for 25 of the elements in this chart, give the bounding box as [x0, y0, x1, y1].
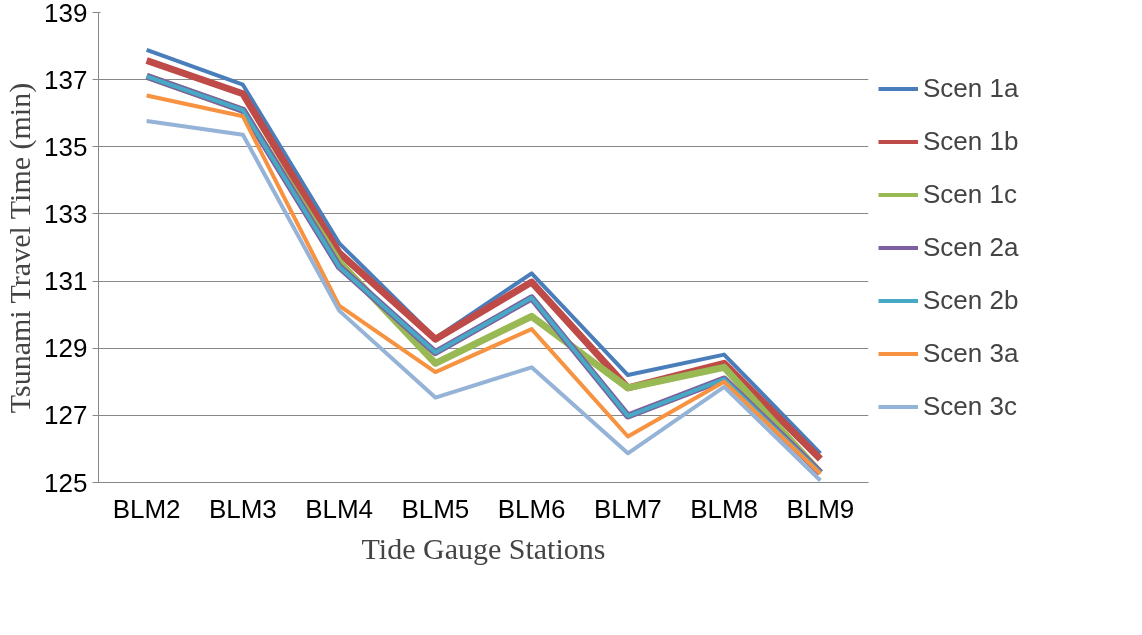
legend-label: Scen 1b [923, 125, 1019, 157]
x-tick-label: BLM9 [786, 493, 855, 524]
y-tick-label: 127 [44, 400, 88, 431]
legend-label: Scen 2b [923, 284, 1019, 316]
y-tick-label: 137 [44, 64, 88, 95]
y-tick-label: 135 [44, 131, 88, 162]
x-tick-label: BLM5 [401, 493, 470, 524]
legend-label: Scen 3a [923, 337, 1019, 369]
y-tick-label: 129 [44, 333, 88, 364]
legend-label: Scen 1a [923, 72, 1019, 104]
legend-label: Scen 3c [923, 390, 1017, 422]
x-tick-label: BLM4 [305, 493, 374, 524]
x-axis-title: Tide Gauge Stations [361, 531, 606, 565]
x-tick-label: BLM6 [497, 493, 566, 524]
x-tick-label: BLM2 [112, 493, 181, 524]
legend-label: Scen 1c [923, 178, 1017, 210]
x-tick-label: BLM7 [593, 493, 662, 524]
y-tick-label: 139 [44, 0, 88, 28]
legend-label: Scen 2a [923, 231, 1019, 263]
y-tick-label: 133 [44, 198, 88, 229]
x-tick-label: BLM8 [690, 493, 759, 524]
y-tick-label: 131 [44, 266, 88, 297]
y-tick-label: 125 [44, 467, 88, 498]
y-axis-title: Tsunami Travel Time (min) [3, 82, 38, 414]
x-tick-label: BLM3 [208, 493, 277, 524]
